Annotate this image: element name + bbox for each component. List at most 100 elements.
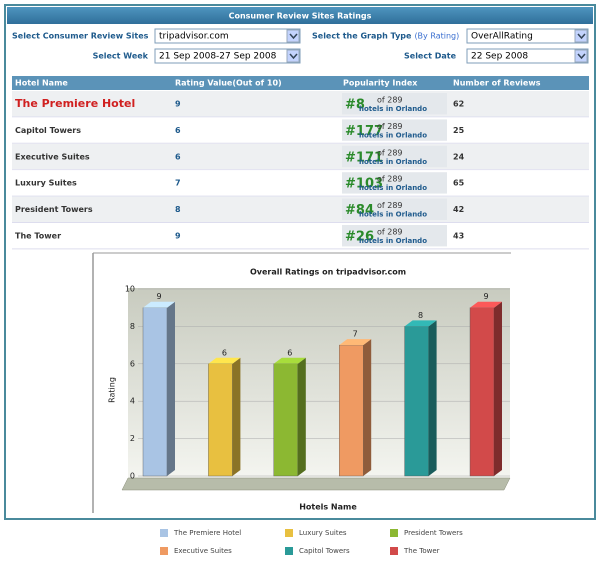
dropdown-arrow xyxy=(289,33,298,40)
reviews: 62 xyxy=(453,100,464,109)
column-header: Number of Reviews xyxy=(453,79,541,88)
rating: 8 xyxy=(175,205,181,214)
rating: 9 xyxy=(175,100,181,109)
dropdown-value: 22 Sep 2008 xyxy=(471,52,528,62)
legend-swatch xyxy=(285,529,293,537)
reviews: 65 xyxy=(453,179,465,188)
y-tick-label: 6 xyxy=(130,359,135,368)
dropdown-arrow xyxy=(577,53,586,60)
bar-side xyxy=(232,357,241,476)
popularity-cell xyxy=(342,145,447,168)
value-label: 8 xyxy=(418,311,423,320)
table-header xyxy=(12,76,589,90)
bar-top xyxy=(339,339,372,346)
field-label: Select Week xyxy=(93,52,149,61)
popularity-cell xyxy=(342,172,447,194)
bar-side xyxy=(297,357,306,476)
column-header: Popularity Index xyxy=(343,79,418,88)
dropdown-button[interactable] xyxy=(286,29,300,43)
rating: 9 xyxy=(175,232,181,241)
legend-swatch xyxy=(285,547,293,555)
column-header: Hotel Name xyxy=(15,79,68,88)
bar xyxy=(469,307,495,477)
rating: 7 xyxy=(175,179,181,188)
legend-label: President Towers xyxy=(404,529,463,537)
popularity-cell xyxy=(342,93,447,115)
table-row xyxy=(12,91,589,117)
field-label: Select Consumer Review Sites xyxy=(12,32,149,41)
rating: 6 xyxy=(175,152,181,161)
bar-side xyxy=(494,301,502,476)
hotel-name: President Towers xyxy=(15,205,93,214)
table-row xyxy=(12,117,589,143)
legend-label: Luxury Suites xyxy=(299,529,347,537)
reviews: 25 xyxy=(453,126,465,135)
value-label: 9 xyxy=(483,292,488,301)
legend-label: Executive Suites xyxy=(174,547,232,555)
plot-area xyxy=(128,288,510,478)
value-label: 6 xyxy=(287,348,292,357)
rank-of: of 289 xyxy=(377,148,403,157)
rank-of: of 289 xyxy=(377,122,403,131)
dropdown-button[interactable] xyxy=(286,49,300,63)
field-label: Select the Graph Type xyxy=(312,32,412,41)
popularity-cell xyxy=(342,119,447,141)
dropdown-arrow xyxy=(289,53,298,60)
table-row xyxy=(12,223,589,249)
y-tick-label: 2 xyxy=(130,434,135,443)
header-title: Consumer Review Sites Ratings xyxy=(229,12,372,21)
dropdown-button[interactable] xyxy=(574,29,588,43)
bar-top xyxy=(208,357,241,364)
dropdown-value: 21 Sep 2008-27 Sep 2008 xyxy=(159,52,277,62)
hotel-name: Capitol Towers xyxy=(15,126,81,135)
dropdown[interactable] xyxy=(154,28,301,44)
popularity-cell xyxy=(342,225,447,247)
header-bar xyxy=(7,7,593,24)
y-tick-label: 10 xyxy=(125,285,135,294)
bar-side xyxy=(363,339,372,476)
bar xyxy=(273,363,298,477)
dropdown-value: tripadvisor.com xyxy=(159,32,229,42)
place: hotels in Orlando xyxy=(359,131,427,139)
bar-top xyxy=(404,320,437,327)
field-hint: (By Rating) xyxy=(414,32,459,41)
place: hotels in Orlando xyxy=(359,237,427,245)
bar xyxy=(404,326,429,477)
rank: #177 xyxy=(345,124,383,139)
bar-top xyxy=(470,301,502,308)
rank: #103 xyxy=(345,177,383,192)
legend-swatch xyxy=(390,547,398,555)
rank: #8 xyxy=(345,98,365,113)
legend-swatch xyxy=(160,529,168,537)
dropdown[interactable] xyxy=(466,28,589,44)
table-row xyxy=(12,170,589,196)
field-label: Select Date xyxy=(404,52,457,61)
place: hotels in Orlando xyxy=(359,211,427,219)
hotel-name: The Tower xyxy=(15,232,61,241)
bar-top xyxy=(143,301,175,308)
legend-label: The Premiere Hotel xyxy=(173,529,241,537)
hotel-name: Executive Suites xyxy=(15,152,90,161)
rank-of: of 289 xyxy=(377,175,403,184)
rank: #171 xyxy=(345,150,383,165)
bar xyxy=(339,344,364,477)
y-axis-label: Rating xyxy=(108,377,117,403)
rank: #26 xyxy=(345,230,374,245)
bar-side xyxy=(428,320,437,476)
dropdown[interactable] xyxy=(154,48,301,64)
x-axis-label: Hotels Name xyxy=(299,503,357,512)
rank-of: of 289 xyxy=(377,96,403,105)
dropdown[interactable] xyxy=(466,48,589,64)
reviews: 24 xyxy=(453,152,465,161)
table-row xyxy=(12,196,589,222)
place: hotels in Orlando xyxy=(359,184,427,192)
reviews: 42 xyxy=(453,205,464,214)
popularity-cell xyxy=(342,198,447,220)
plot-floor xyxy=(121,477,511,491)
place: hotels in Orlando xyxy=(359,105,427,113)
dropdown-button[interactable] xyxy=(574,49,588,63)
bar-side xyxy=(167,301,175,476)
bar xyxy=(208,363,233,477)
